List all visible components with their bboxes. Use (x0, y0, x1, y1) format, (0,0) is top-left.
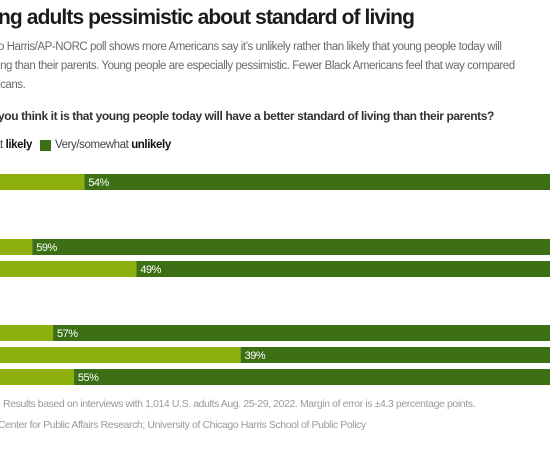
bar-value-label: 39% (245, 350, 266, 362)
legend-unlikely-prefix: Very/somewhat (54, 139, 129, 151)
bar-likely-segment (0, 239, 33, 255)
bar-likely-segment (0, 174, 85, 190)
chart-note: . Results based on interviews with 1,014… (0, 398, 476, 410)
bar-likely-segment (0, 325, 54, 341)
bar-unlikely-segment (32, 239, 550, 255)
chart-title: ng adults pessimistic about standard of … (0, 6, 415, 29)
bar-unlikely-segment (53, 325, 550, 341)
subtitle-line: o Harris/AP-NORC poll shows more America… (0, 41, 502, 53)
bar-value-label: 57% (57, 328, 78, 340)
legend-likely-label: likely (5, 139, 33, 151)
legend-swatch-unlikely (39, 139, 51, 151)
bar-value-label: 59% (36, 242, 57, 254)
bar-unlikely-segment (73, 369, 550, 385)
chart-source: Center for Public Affairs Research; Univ… (0, 419, 366, 431)
chart-legend: at likely Very/somewhat unlikely (0, 139, 171, 151)
bar-value-label: 49% (140, 264, 161, 276)
chart-subtitle: o Harris/AP-NORC poll shows more America… (0, 38, 550, 95)
bar-value-label: 55% (78, 372, 99, 384)
bar-likely-segment (0, 261, 137, 277)
bar-unlikely-segment (84, 174, 550, 190)
subtitle-line: icans. (0, 79, 26, 91)
subtitle-line: ing than their parents. Young people are… (0, 60, 515, 72)
bar-unlikely-segment (240, 347, 550, 363)
bar-likely-segment (0, 347, 241, 363)
legend-unlikely-label: unlikely (131, 139, 171, 151)
bar-likely-segment (0, 369, 74, 385)
survey-question: you think it is that young people today … (0, 109, 494, 123)
legend-likely-prefix: at (0, 139, 3, 151)
bar-unlikely-segment (136, 261, 550, 277)
bar-value-label: 54% (88, 177, 109, 189)
